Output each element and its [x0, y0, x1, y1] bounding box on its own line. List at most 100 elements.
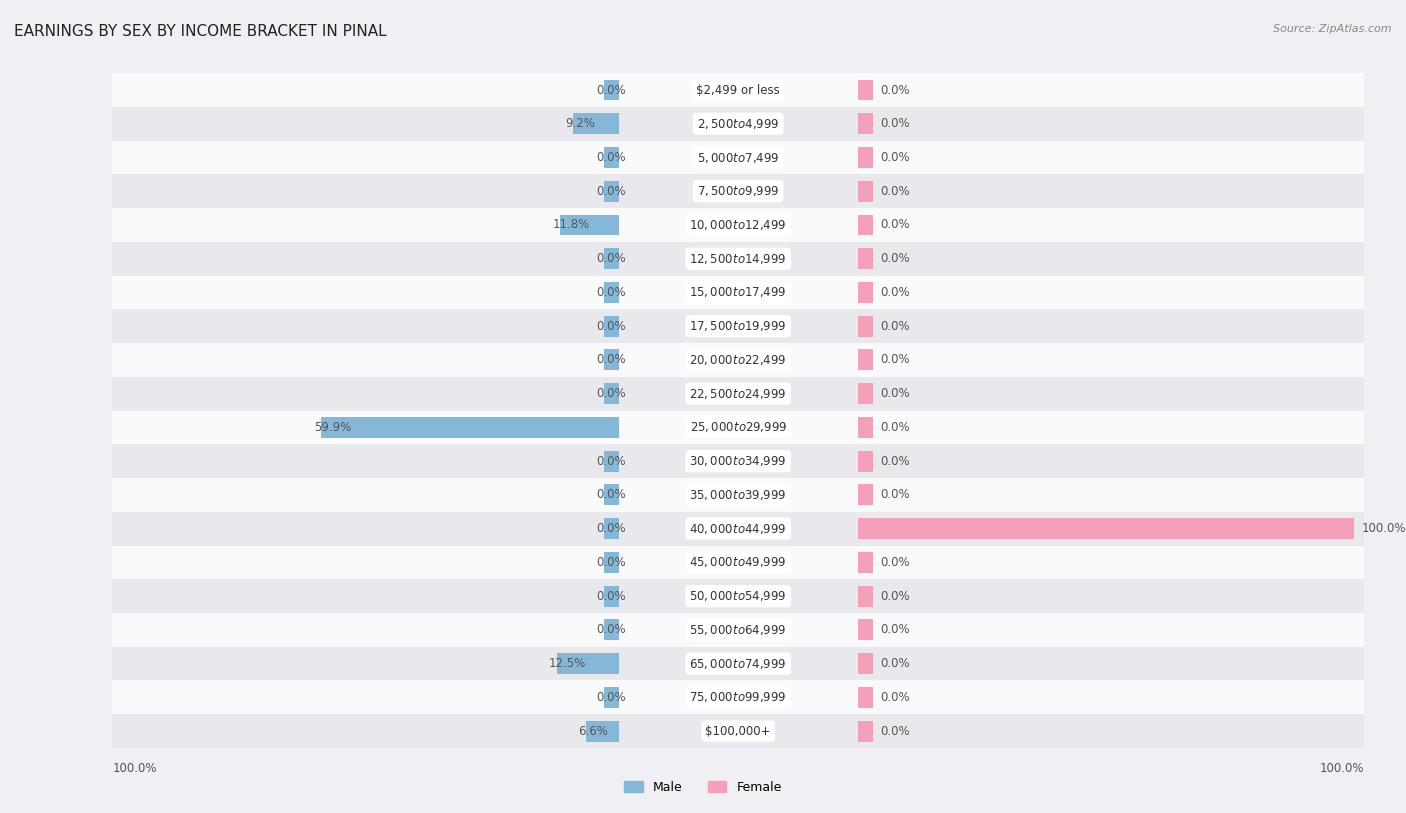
Bar — [848, 613, 1364, 647]
Bar — [858, 248, 873, 269]
Text: 0.0%: 0.0% — [596, 151, 626, 164]
Bar — [112, 208, 628, 241]
Text: 0.0%: 0.0% — [596, 454, 626, 467]
Bar — [112, 141, 628, 174]
Bar — [112, 107, 628, 141]
Bar — [628, 411, 848, 444]
Bar — [858, 687, 873, 708]
Text: $25,000 to $29,999: $25,000 to $29,999 — [689, 420, 787, 434]
Bar — [112, 512, 628, 546]
Bar — [628, 715, 848, 748]
Text: $7,500 to $9,999: $7,500 to $9,999 — [697, 185, 779, 198]
Text: 0.0%: 0.0% — [880, 489, 910, 502]
Text: $2,499 or less: $2,499 or less — [696, 84, 780, 97]
Bar — [628, 141, 848, 174]
Bar — [858, 720, 873, 741]
Text: 0.0%: 0.0% — [596, 286, 626, 299]
Bar — [628, 107, 848, 141]
Bar — [848, 309, 1364, 343]
Bar — [112, 276, 628, 309]
Text: 0.0%: 0.0% — [880, 556, 910, 569]
Text: $30,000 to $34,999: $30,000 to $34,999 — [689, 454, 787, 468]
Text: $2,500 to $4,999: $2,500 to $4,999 — [697, 117, 779, 131]
Bar — [572, 113, 619, 134]
Bar — [858, 417, 873, 438]
Bar — [858, 383, 873, 404]
Text: 0.0%: 0.0% — [880, 354, 910, 367]
Bar — [848, 241, 1364, 276]
Bar — [858, 147, 873, 168]
Bar — [603, 282, 619, 303]
Text: 6.6%: 6.6% — [578, 724, 609, 737]
Bar — [603, 147, 619, 168]
Legend: Male, Female: Male, Female — [619, 776, 787, 798]
Bar — [858, 585, 873, 606]
Text: 0.0%: 0.0% — [880, 84, 910, 97]
Bar — [557, 653, 619, 674]
Bar — [628, 174, 848, 208]
Text: 12.5%: 12.5% — [550, 657, 586, 670]
Bar — [112, 478, 628, 512]
Text: 0.0%: 0.0% — [880, 286, 910, 299]
Text: $12,500 to $14,999: $12,500 to $14,999 — [689, 252, 787, 266]
Text: 100.0%: 100.0% — [112, 762, 157, 775]
Bar — [112, 613, 628, 647]
Bar — [858, 620, 873, 641]
Bar — [858, 215, 873, 236]
Bar — [112, 579, 628, 613]
Text: 0.0%: 0.0% — [880, 320, 910, 333]
Bar — [848, 73, 1364, 107]
Bar — [603, 687, 619, 708]
Text: 0.0%: 0.0% — [596, 185, 626, 198]
Text: 0.0%: 0.0% — [880, 421, 910, 434]
Bar — [112, 715, 628, 748]
Text: $75,000 to $99,999: $75,000 to $99,999 — [689, 690, 787, 704]
Text: $50,000 to $54,999: $50,000 to $54,999 — [689, 589, 787, 603]
Bar — [848, 411, 1364, 444]
Text: 100.0%: 100.0% — [1319, 762, 1364, 775]
Text: EARNINGS BY SEX BY INCOME BRACKET IN PINAL: EARNINGS BY SEX BY INCOME BRACKET IN PIN… — [14, 24, 387, 39]
Bar — [858, 180, 873, 202]
Text: 0.0%: 0.0% — [596, 84, 626, 97]
Bar — [628, 546, 848, 579]
Text: 0.0%: 0.0% — [596, 691, 626, 704]
Bar — [848, 343, 1364, 376]
Bar — [112, 241, 628, 276]
Bar — [848, 478, 1364, 512]
Text: $55,000 to $64,999: $55,000 to $64,999 — [689, 623, 787, 637]
Bar — [628, 309, 848, 343]
Text: 0.0%: 0.0% — [596, 624, 626, 637]
Bar — [858, 653, 873, 674]
Text: 0.0%: 0.0% — [880, 589, 910, 602]
Text: 100.0%: 100.0% — [1361, 522, 1406, 535]
Bar — [848, 376, 1364, 411]
Text: 0.0%: 0.0% — [596, 522, 626, 535]
Bar — [858, 552, 873, 573]
Bar — [628, 241, 848, 276]
Text: 0.0%: 0.0% — [596, 589, 626, 602]
Text: 0.0%: 0.0% — [596, 252, 626, 265]
Text: 0.0%: 0.0% — [596, 354, 626, 367]
Bar — [848, 579, 1364, 613]
Bar — [603, 485, 619, 506]
Bar — [848, 208, 1364, 241]
Bar — [112, 174, 628, 208]
Bar — [848, 715, 1364, 748]
Bar — [848, 107, 1364, 141]
Text: 0.0%: 0.0% — [596, 556, 626, 569]
Bar — [848, 444, 1364, 478]
Bar — [603, 518, 619, 539]
Bar — [858, 518, 1354, 539]
Text: 0.0%: 0.0% — [880, 454, 910, 467]
Text: 0.0%: 0.0% — [880, 691, 910, 704]
Bar — [603, 552, 619, 573]
Bar — [628, 613, 848, 647]
Bar — [603, 248, 619, 269]
Text: 0.0%: 0.0% — [596, 489, 626, 502]
Bar — [112, 343, 628, 376]
Bar — [560, 215, 619, 236]
Bar — [848, 174, 1364, 208]
Bar — [603, 383, 619, 404]
Bar — [628, 444, 848, 478]
Bar — [112, 444, 628, 478]
